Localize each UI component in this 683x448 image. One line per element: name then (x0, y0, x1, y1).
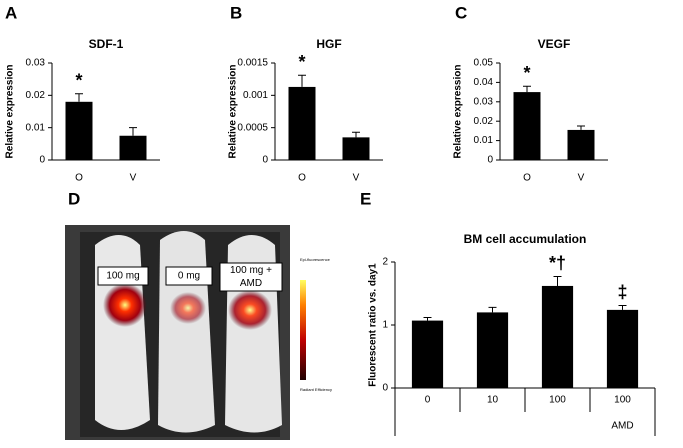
y-tick-label: 0.03 (26, 58, 46, 69)
annotation: 0 mg (178, 271, 200, 282)
x-tick-label: V (353, 173, 360, 184)
signal (228, 290, 272, 330)
y-axis-label: Relative expression (228, 65, 239, 159)
significance-mark: ‡ (617, 282, 627, 302)
chart-title: HGF (316, 37, 341, 51)
x-tick-label: 100 (549, 395, 566, 406)
y-tick-label: 0 (39, 155, 45, 166)
annotation-wrap: 100 mg + AMD (230, 265, 272, 289)
error-bar (488, 306, 497, 313)
x-tick-label: 100 (614, 395, 631, 406)
y-tick-label: 0.03 (474, 96, 494, 107)
annotation-box (97, 266, 149, 286)
y-tick-label: 0 (487, 155, 493, 166)
y-axis-label: Relative expression (453, 65, 464, 159)
y-tick-label: 0.01 (474, 135, 494, 146)
bar (513, 92, 541, 160)
error-bar (75, 93, 83, 102)
panel-label: A (5, 3, 17, 22)
colorbar-area (290, 225, 345, 440)
chart-title: VEGF (538, 37, 571, 51)
significance-mark: * (75, 70, 82, 90)
image-panel: D 100 mg 0 mg 100 mg + AMD Epi-fluoresce… (65, 189, 345, 440)
error-bar (553, 275, 562, 286)
error-bar (618, 304, 627, 310)
annotation-box (219, 262, 283, 292)
y-tick-label: 0.04 (474, 77, 494, 88)
signal (103, 283, 147, 327)
bar (342, 137, 370, 160)
colorbar (300, 280, 306, 380)
panel-label: E (360, 189, 371, 208)
y-tick-label: 0.02 (26, 90, 46, 101)
y-tick-label: 1 (382, 320, 388, 331)
bar (288, 86, 316, 160)
annotation: 100 mg + AMD (230, 265, 272, 289)
x-tick-label: 10 (487, 395, 499, 406)
error-bar (352, 131, 360, 138)
annotation-box (165, 266, 213, 286)
x-tick-label: O (75, 173, 83, 184)
panel-label: C (455, 3, 467, 22)
bar (119, 135, 147, 160)
error-bar (423, 316, 432, 321)
panel-label: D (68, 189, 80, 208)
chart-title: SDF-1 (89, 37, 124, 51)
bar (541, 285, 574, 388)
x-tick-label: V (578, 173, 585, 184)
x-tick-label: V (130, 173, 137, 184)
significance-mark: * (523, 63, 530, 83)
bar (476, 312, 509, 388)
y-tick-label: 0.02 (474, 116, 494, 127)
error-bar (523, 85, 531, 93)
y-tick-label: 0.0015 (237, 58, 268, 69)
y-tick-label: 2 (382, 257, 388, 268)
y-tick-label: 0 (382, 383, 388, 394)
bar (567, 129, 595, 160)
y-tick-label: 0.05 (474, 58, 494, 69)
bar (606, 309, 639, 388)
x-tick-label: O (523, 173, 531, 184)
error-bar (298, 74, 306, 87)
colorbar-title: Epi-fluorescence (300, 257, 331, 262)
y-tick-label: 0.01 (26, 122, 46, 133)
chart-title: BM cell accumulation (464, 232, 587, 246)
x-tick-label: 0 (425, 395, 431, 406)
significance-mark: *† (549, 253, 566, 273)
bar (65, 101, 93, 160)
error-bar (577, 125, 585, 130)
y-axis-label: Relative expression (5, 65, 16, 159)
x-tick-sublabel: AMD (611, 421, 633, 432)
significance-mark: * (298, 52, 305, 72)
colorbar-footer: Radiant Efficiency (300, 387, 332, 392)
signal (170, 292, 206, 324)
y-tick-label: 0.001 (243, 90, 268, 101)
error-bar (129, 127, 137, 136)
y-axis-label: Fluorescent ratio vs. day1 (368, 263, 379, 387)
x-tick-label: O (298, 173, 306, 184)
annotation: 100 mg (106, 271, 139, 282)
panel-label: B (230, 3, 242, 22)
y-tick-label: 0 (262, 155, 268, 166)
y-tick-label: 0.0005 (237, 122, 268, 133)
bar (411, 320, 444, 388)
